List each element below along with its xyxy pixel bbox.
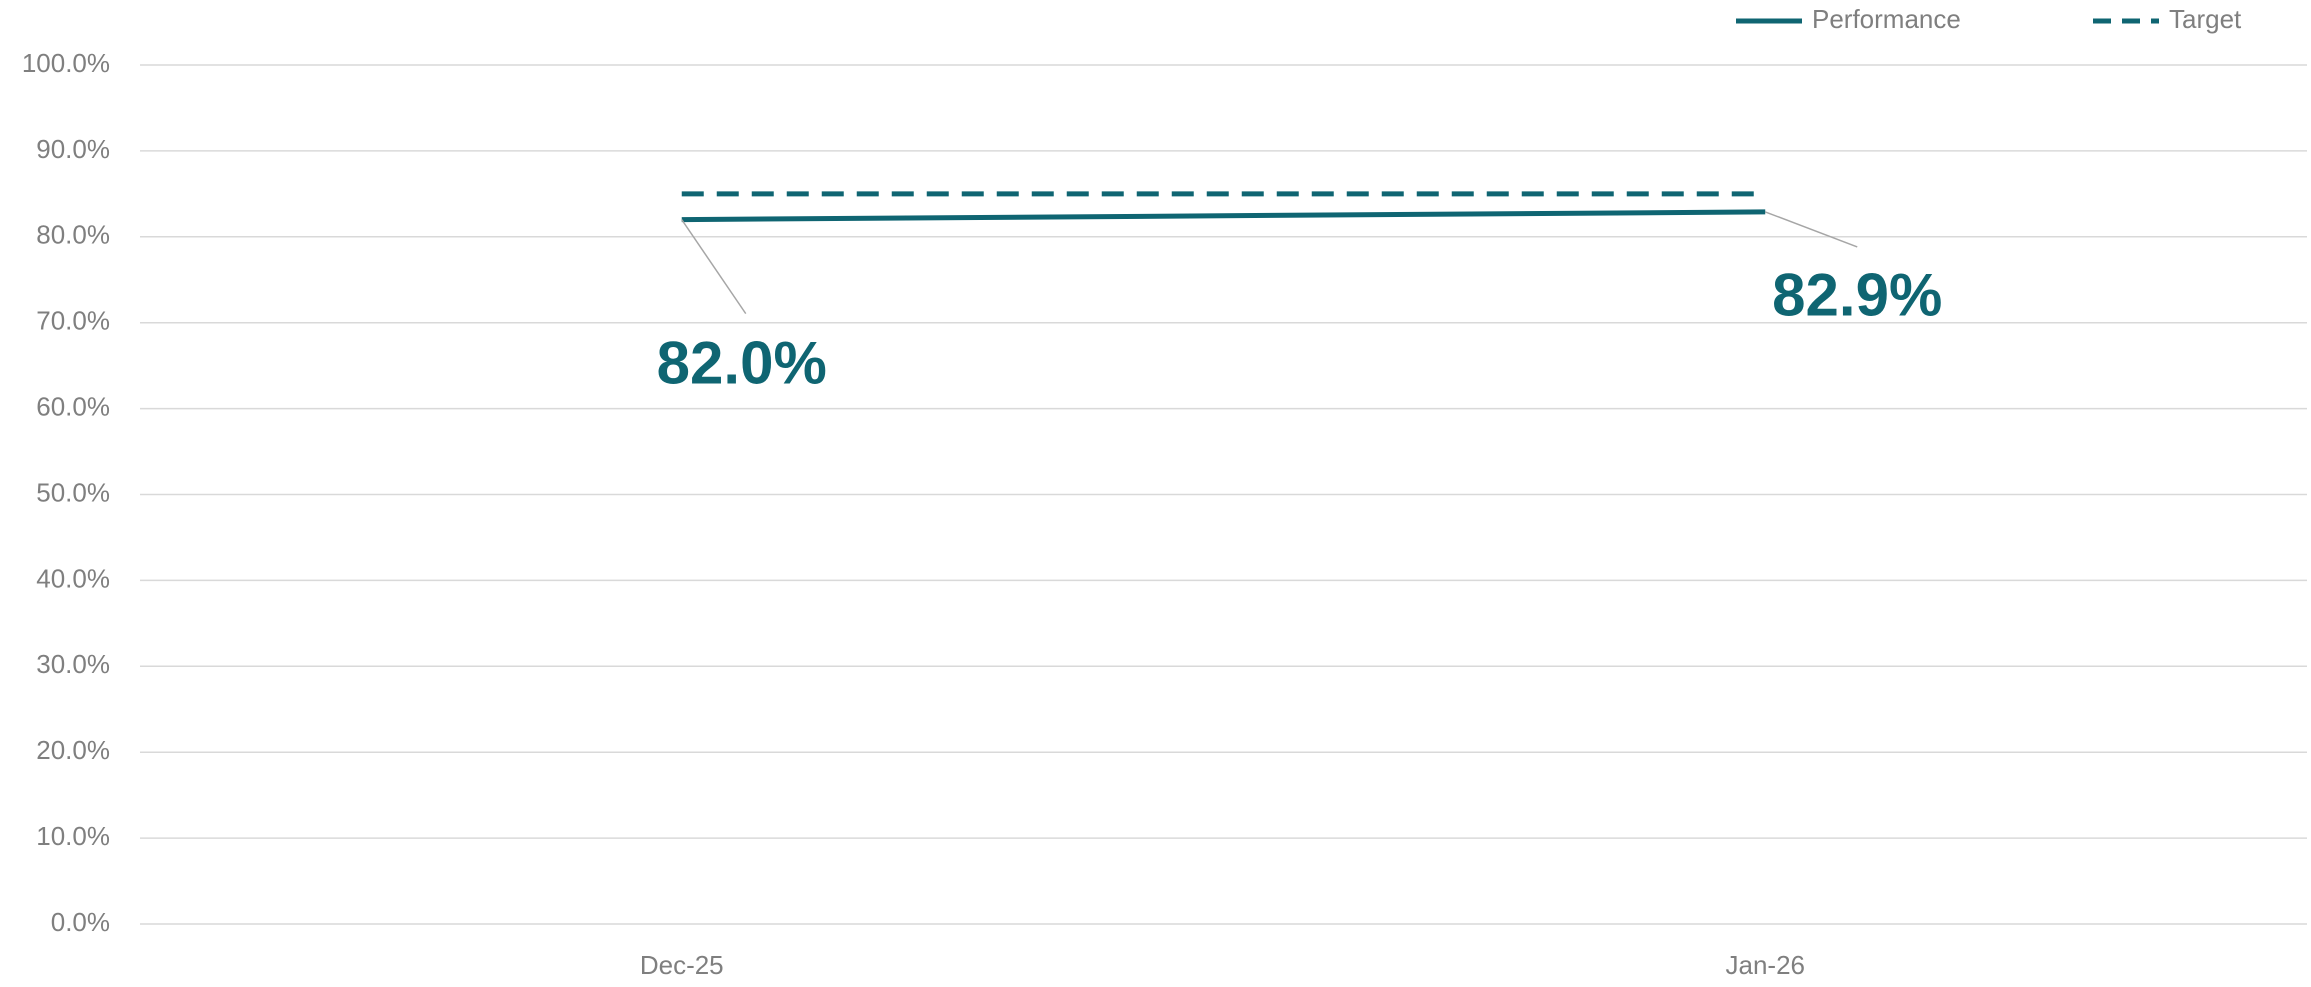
leader-line bbox=[1764, 211, 1858, 248]
data-label: 82.9% bbox=[1772, 262, 1942, 329]
y-tick-label: 60.0% bbox=[36, 391, 110, 421]
y-tick-label: 50.0% bbox=[36, 477, 110, 507]
legend-label: Performance bbox=[1812, 4, 1961, 34]
legend-label: Target bbox=[2169, 4, 2242, 34]
x-tick-label: Jan-26 bbox=[1726, 950, 1806, 980]
y-tick-label: 70.0% bbox=[36, 306, 110, 336]
x-tick-label: Dec-25 bbox=[640, 950, 724, 980]
data-label: 82.0% bbox=[657, 329, 827, 396]
y-tick-label: 80.0% bbox=[36, 220, 110, 250]
leader-line bbox=[681, 219, 747, 315]
y-tick-label: 90.0% bbox=[36, 134, 110, 164]
y-tick-label: 0.0% bbox=[51, 907, 110, 937]
y-tick-label: 20.0% bbox=[36, 735, 110, 765]
y-tick-label: 10.0% bbox=[36, 821, 110, 851]
y-tick-label: 30.0% bbox=[36, 649, 110, 679]
y-tick-label: 100.0% bbox=[22, 48, 110, 78]
series-line bbox=[681, 209, 1766, 223]
y-tick-label: 40.0% bbox=[36, 563, 110, 593]
